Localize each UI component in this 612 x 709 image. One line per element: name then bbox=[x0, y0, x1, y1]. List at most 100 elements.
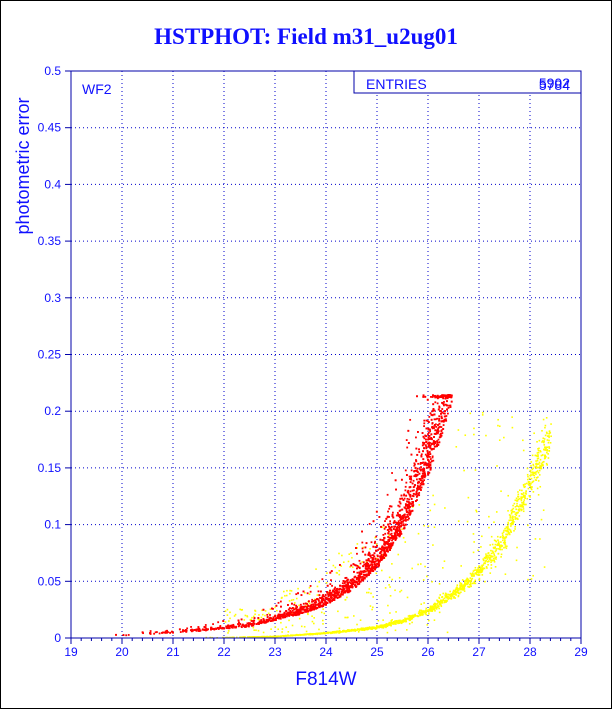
data-point-secondary bbox=[439, 600, 441, 603]
data-point-main bbox=[257, 617, 260, 619]
data-point-secondary bbox=[522, 483, 525, 486]
data-point-secondary bbox=[455, 587, 458, 589]
data-point-secondary bbox=[516, 502, 518, 505]
data-point-main bbox=[317, 590, 320, 593]
data-point-secondary bbox=[526, 497, 529, 500]
data-point-main bbox=[315, 598, 318, 601]
data-point-main bbox=[392, 541, 395, 544]
data-point-secondary bbox=[434, 604, 437, 607]
data-point-main bbox=[400, 525, 403, 528]
data-point-secondary bbox=[482, 559, 485, 561]
data-point-main bbox=[388, 544, 390, 547]
data-point-main bbox=[392, 516, 395, 519]
data-point-secondary bbox=[316, 633, 319, 635]
data-point-main bbox=[416, 431, 419, 433]
data-point-main bbox=[381, 556, 384, 559]
data-point-main bbox=[195, 629, 198, 632]
data-point-secondary bbox=[268, 635, 271, 638]
data-point-secondary bbox=[341, 554, 343, 557]
data-point-secondary bbox=[548, 432, 550, 435]
data-point-secondary bbox=[390, 624, 392, 627]
data-point-secondary bbox=[536, 452, 539, 454]
data-point-main bbox=[429, 430, 432, 433]
data-point-main bbox=[392, 528, 395, 530]
data-point-secondary bbox=[435, 608, 438, 610]
data-point-main bbox=[371, 567, 374, 569]
data-point-secondary bbox=[514, 505, 517, 508]
data-point-secondary bbox=[476, 569, 479, 572]
data-point-secondary bbox=[498, 544, 501, 547]
data-point-secondary bbox=[390, 621, 393, 624]
data-point-secondary bbox=[414, 614, 417, 616]
data-point-main bbox=[279, 613, 282, 616]
data-point-main bbox=[319, 602, 322, 605]
data-point-main bbox=[417, 481, 419, 484]
data-point-secondary bbox=[446, 596, 448, 598]
data-point-main bbox=[378, 560, 381, 563]
data-point-secondary bbox=[508, 514, 511, 516]
data-point-main bbox=[358, 559, 361, 562]
data-point-main bbox=[362, 571, 365, 574]
data-point-secondary bbox=[539, 450, 542, 453]
data-point-main bbox=[436, 445, 438, 448]
data-point-secondary bbox=[269, 608, 272, 610]
data-point-main bbox=[394, 521, 397, 524]
data-point-secondary bbox=[454, 592, 457, 594]
data-point-secondary bbox=[430, 610, 432, 612]
data-point-main bbox=[292, 611, 295, 614]
data-point-secondary bbox=[490, 559, 493, 562]
data-point-main bbox=[404, 503, 407, 505]
data-point-secondary bbox=[350, 552, 352, 554]
data-point-main bbox=[324, 593, 327, 596]
data-point-secondary bbox=[479, 571, 482, 574]
data-point-secondary bbox=[476, 571, 478, 573]
x-tick-label: 19 bbox=[64, 645, 78, 659]
data-point-secondary bbox=[428, 611, 430, 613]
data-point-main bbox=[282, 616, 284, 619]
data-point-secondary bbox=[510, 523, 512, 525]
data-point-main bbox=[351, 584, 353, 587]
data-point-main bbox=[398, 525, 401, 528]
data-point-secondary bbox=[490, 549, 492, 552]
data-point-secondary bbox=[463, 586, 466, 589]
data-point-secondary bbox=[484, 560, 487, 563]
data-point-secondary bbox=[537, 455, 539, 458]
data-point-main bbox=[389, 547, 392, 549]
data-point-secondary bbox=[289, 589, 291, 592]
data-point-secondary bbox=[469, 412, 472, 415]
data-point-main bbox=[310, 603, 313, 606]
data-point-secondary bbox=[479, 568, 482, 570]
data-point-secondary bbox=[419, 563, 422, 565]
data-point-secondary bbox=[438, 611, 441, 614]
data-point-secondary bbox=[514, 528, 516, 530]
data-point-main bbox=[410, 469, 413, 472]
data-point-secondary bbox=[459, 582, 461, 584]
data-point-main bbox=[372, 520, 375, 523]
data-point-main bbox=[432, 394, 435, 397]
data-point-secondary bbox=[507, 525, 509, 527]
data-point-secondary bbox=[533, 474, 536, 477]
data-point-secondary bbox=[546, 451, 548, 454]
data-point-main bbox=[404, 507, 407, 510]
data-point-main bbox=[372, 567, 375, 570]
data-point-secondary bbox=[371, 627, 373, 630]
data-point-main bbox=[227, 625, 229, 628]
data-point-secondary bbox=[451, 595, 454, 597]
data-point-main bbox=[323, 603, 326, 606]
data-point-main bbox=[422, 468, 424, 471]
data-point-secondary bbox=[498, 545, 501, 548]
ticks-layer bbox=[65, 70, 582, 644]
data-point-secondary bbox=[514, 516, 516, 518]
data-point-main bbox=[226, 626, 228, 628]
data-point-main bbox=[243, 625, 246, 628]
data-point-main bbox=[395, 527, 398, 530]
data-point-secondary bbox=[492, 559, 494, 562]
data-point-secondary bbox=[522, 484, 525, 487]
data-point-secondary bbox=[382, 625, 384, 628]
data-point-main bbox=[365, 573, 368, 576]
data-point-secondary bbox=[498, 548, 501, 550]
x-axis-label: F814W bbox=[295, 669, 356, 690]
data-point-secondary bbox=[470, 574, 473, 576]
data-point-secondary bbox=[339, 630, 342, 633]
data-point-secondary bbox=[530, 477, 533, 480]
